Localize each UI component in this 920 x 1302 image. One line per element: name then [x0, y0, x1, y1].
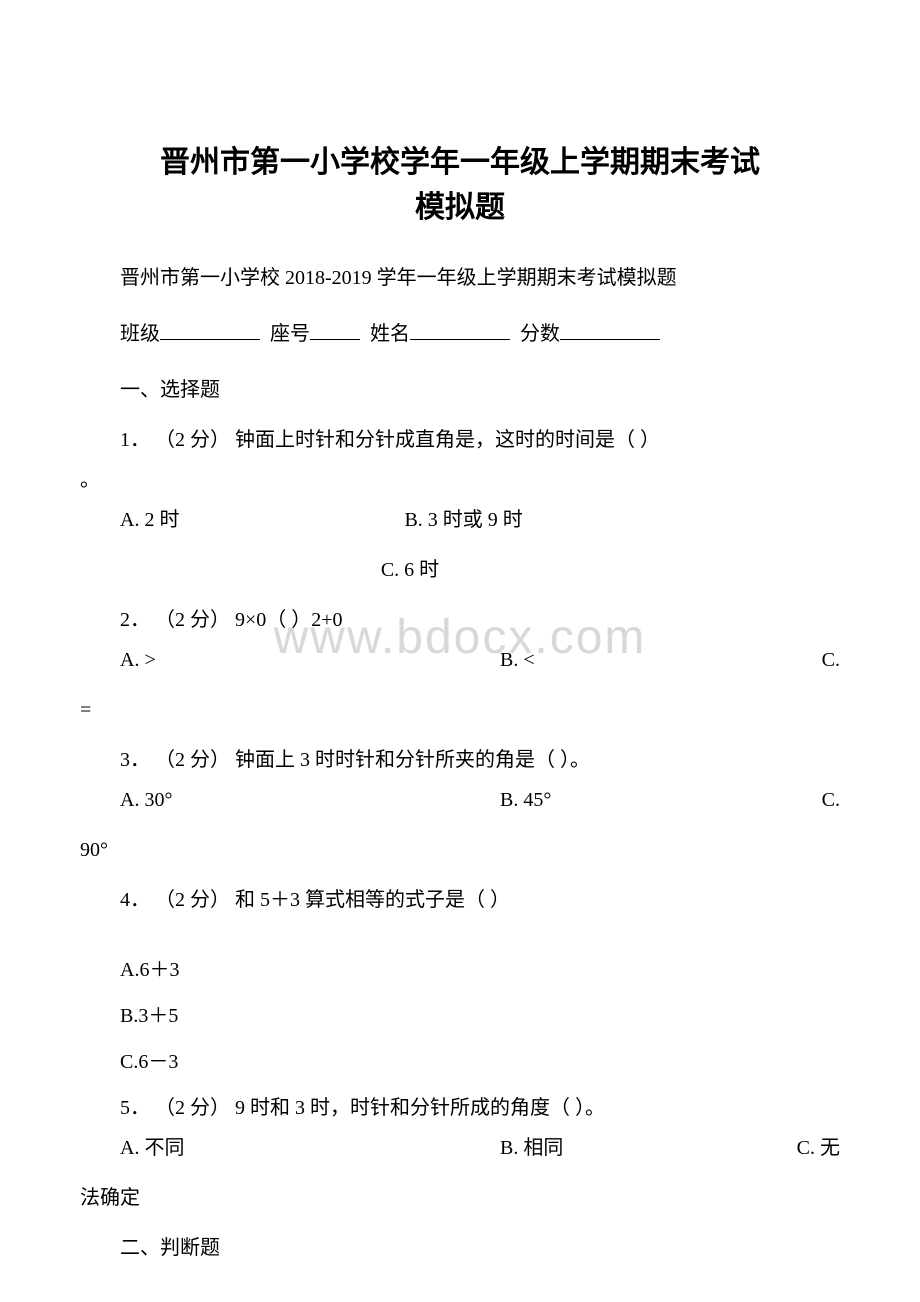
question-2-cont: =: [80, 692, 840, 728]
q2-option-c: C.: [822, 642, 840, 678]
name-blank: [410, 339, 510, 340]
question-1-options-ab: A. 2 时 B. 3 时或 9 时: [80, 502, 840, 538]
q1-option-c: C. 6 时: [381, 552, 439, 588]
title-line-1: 晋州市第一小学校学年一年级上学期期末考试: [80, 140, 840, 185]
document-content: 晋州市第一小学校学年一年级上学期期末考试 模拟题 晋州市第一小学校 2018-2…: [80, 140, 840, 1266]
title-line-2: 模拟题: [80, 185, 840, 230]
q4-option-b: B.3＋5: [80, 998, 840, 1034]
name-label: 姓名: [370, 323, 410, 345]
q4-spacer: [80, 922, 840, 952]
student-info-line: 班级 座号 姓名 分数: [80, 316, 840, 352]
question-1-cont: 。: [80, 462, 840, 498]
q5-option-b: B. 相同: [500, 1130, 563, 1166]
document-title: 晋州市第一小学校学年一年级上学期期末考试 模拟题: [80, 140, 840, 230]
class-label: 班级: [120, 323, 160, 345]
q4-option-c: C.6－3: [80, 1044, 840, 1080]
q1-option-a: A. 2 时: [120, 502, 179, 538]
score-blank: [560, 339, 660, 340]
q1-option-b: B. 3 时或 9 时: [404, 502, 522, 538]
class-blank: [160, 339, 260, 340]
question-5-text: 5． （2 分） 9 时和 3 时，时针和分针所成的角度（ ）。: [80, 1090, 840, 1126]
question-3-options: A. 30° B. 45° C.: [80, 782, 840, 818]
document-subtitle: 晋州市第一小学校 2018-2019 学年一年级上学期期末考试模拟题: [80, 260, 840, 296]
score-label: 分数: [520, 323, 560, 345]
q4-option-a: A.6＋3: [80, 952, 840, 988]
question-5-options: A. 不同 B. 相同 C. 无: [80, 1130, 840, 1166]
question-4-text: 4． （2 分） 和 5＋3 算式相等的式子是（ ）: [80, 882, 840, 918]
q5-option-a: A. 不同: [120, 1130, 184, 1166]
q2-option-a: A. >: [120, 642, 156, 678]
question-1-options-c: C. 6 时: [0, 552, 840, 588]
q5-option-c: C. 无: [797, 1130, 840, 1166]
section-2-header: 二、判断题: [80, 1230, 840, 1266]
question-3-cont: 90°: [80, 832, 840, 868]
q2-option-b: B. <: [500, 642, 535, 678]
q3-option-c: C.: [822, 782, 840, 818]
question-5-cont: 法确定: [80, 1180, 840, 1216]
question-2-options: A. > B. < C.: [80, 642, 840, 678]
seat-blank: [310, 339, 360, 340]
q3-option-a: A. 30°: [120, 782, 172, 818]
question-2-text: 2． （2 分） 9×0（ ）2+0: [80, 602, 840, 638]
question-1-text: 1． （2 分） 钟面上时针和分针成直角是，这时的时间是（ ）: [80, 422, 840, 458]
q3-option-b: B. 45°: [500, 782, 551, 818]
section-1-header: 一、选择题: [80, 372, 840, 408]
question-3-text: 3． （2 分） 钟面上 3 时时针和分针所夹的角是（ ）。: [80, 742, 840, 778]
seat-label: 座号: [270, 323, 310, 345]
